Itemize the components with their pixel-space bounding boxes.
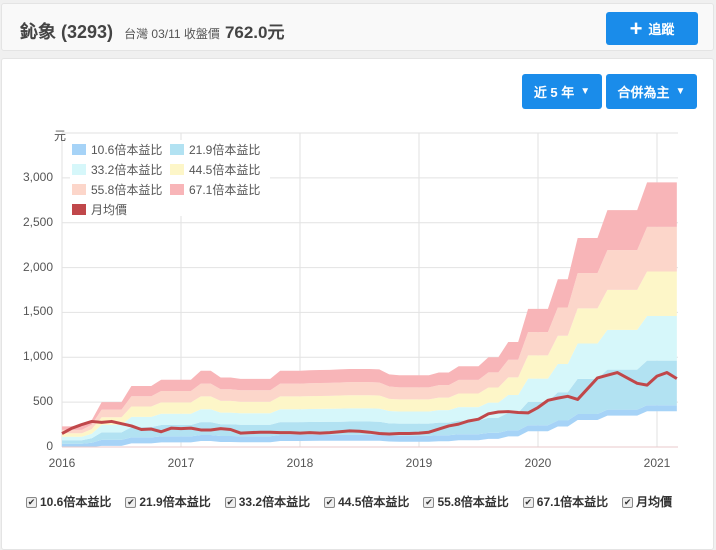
y-tick-label: 2,500 bbox=[22, 214, 53, 229]
series-checkbox[interactable]: ✔ 44.5倍本益比 bbox=[324, 488, 409, 517]
band-55.8倍本益比 bbox=[62, 226, 677, 434]
legend-label: 67.1倍本益比 bbox=[189, 183, 261, 197]
legend-label: 44.5倍本益比 bbox=[189, 163, 261, 177]
checkbox-label: 44.5倍本益比 bbox=[338, 495, 410, 509]
legend-item[interactable]: 21.9倍本益比 bbox=[170, 141, 260, 158]
checkbox-checked-icon: ✔ bbox=[324, 497, 336, 508]
plus-icon: + bbox=[629, 15, 643, 41]
y-tick-label: 2,000 bbox=[22, 259, 53, 274]
legend-swatch bbox=[72, 164, 86, 175]
band-33.2倍本益比 bbox=[62, 316, 677, 441]
checkbox-checked-icon: ✔ bbox=[522, 497, 534, 508]
chevron-down-icon: ▼ bbox=[580, 86, 591, 97]
statement-label: 合併為主 bbox=[617, 85, 670, 100]
follow-button[interactable]: + 追蹤 bbox=[606, 12, 698, 45]
chart-legend: 10.6倍本益比 21.9倍本益比 33.2倍本益比 44.5倍本益比 55.8倍本益比… bbox=[70, 140, 270, 218]
series-checkbox[interactable]: ✔ 10.6倍本益比 bbox=[26, 488, 111, 517]
y-tick-label: 500 bbox=[32, 394, 53, 409]
stock-name: 鈊象 (3293) bbox=[20, 22, 114, 42]
legend-label: 10.6倍本益比 bbox=[91, 143, 163, 157]
period-label: 近 5 年 bbox=[533, 85, 575, 100]
y-tick-label: 1,000 bbox=[22, 349, 53, 364]
x-tick-label: 2021 bbox=[643, 456, 671, 470]
series-toggle-legend: ✔ 10.6倍本益比 ✔ 21.9倍本益比 ✔ 33.2倍本益比 ✔ 44.5倍本益比 ✔ 55.… bbox=[26, 487, 706, 517]
chevron-down-icon: ▼ bbox=[675, 86, 686, 97]
statement-dropdown[interactable]: 合併為主 ▼ bbox=[606, 74, 697, 109]
legend-swatch bbox=[72, 144, 86, 155]
series-checkbox[interactable]: ✔ 55.8倍本益比 bbox=[423, 488, 509, 517]
series-checkbox[interactable]: ✔ 月均價 bbox=[622, 488, 672, 517]
legend-item[interactable]: 67.1倍本益比 bbox=[170, 181, 260, 198]
legend-label: 55.8倍本益比 bbox=[91, 183, 163, 197]
y-tick-label: 3,000 bbox=[22, 169, 53, 184]
y-tick-label: 0 bbox=[46, 439, 53, 453]
y-unit: 元 bbox=[53, 129, 66, 143]
legend-swatch bbox=[72, 184, 86, 195]
checkbox-checked-icon: ✔ bbox=[224, 497, 236, 508]
series-checkbox[interactable]: ✔ 33.2倍本益比 bbox=[224, 488, 311, 517]
price-line bbox=[61, 371, 678, 436]
checkbox-checked-icon: ✔ bbox=[26, 497, 37, 508]
checkbox-label: 月均價 bbox=[636, 495, 673, 509]
stock-header: 鈊象 (3293) 台灣 03/11 收盤價 762.0元 + 追蹤 bbox=[1, 3, 714, 51]
x-tick-label: 2017 bbox=[167, 456, 195, 470]
x-tick-label: 2018 bbox=[286, 456, 314, 470]
legend-swatch bbox=[170, 184, 184, 195]
checkbox-checked-icon: ✔ bbox=[125, 497, 137, 508]
legend-item[interactable]: 10.6倍本益比 bbox=[72, 141, 162, 158]
period-dropdown[interactable]: 近 5 年 ▼ bbox=[522, 74, 602, 109]
legend-swatch bbox=[170, 164, 184, 175]
band-10.6倍本益比 bbox=[62, 405, 677, 447]
series-checkbox[interactable]: ✔ 67.1倍本益比 bbox=[522, 488, 609, 517]
checkbox-label: 33.2倍本益比 bbox=[238, 495, 311, 509]
y-tick-label: 1,500 bbox=[22, 304, 53, 319]
legend-item[interactable]: 44.5倍本益比 bbox=[170, 161, 260, 178]
stock-title: 鈊象 (3293) 台灣 03/11 收盤價 762.0元 bbox=[20, 18, 284, 44]
close-label: 收盤價 bbox=[183, 27, 220, 41]
legend-swatch bbox=[170, 144, 184, 155]
checkbox-checked-icon: ✔ bbox=[622, 497, 634, 508]
checkbox-label: 67.1倍本益比 bbox=[536, 495, 609, 509]
x-tick-label: 2019 bbox=[405, 456, 433, 470]
legend-item[interactable]: 33.2倍本益比 bbox=[72, 161, 162, 178]
band-44.5倍本益比 bbox=[62, 271, 677, 437]
x-tick-label: 2020 bbox=[524, 456, 552, 470]
legend-label: 21.9倍本益比 bbox=[189, 143, 261, 157]
checkbox-label: 10.6倍本益比 bbox=[40, 495, 112, 509]
legend-swatch bbox=[72, 204, 86, 215]
checkbox-label: 55.8倍本益比 bbox=[437, 495, 509, 509]
checkbox-label: 21.9倍本益比 bbox=[139, 495, 211, 509]
market: 台灣 bbox=[124, 27, 149, 41]
follow-label: 追蹤 bbox=[648, 22, 675, 37]
legend-item[interactable]: 55.8倍本益比 bbox=[72, 181, 162, 198]
date: 03/11 bbox=[151, 27, 181, 41]
band-21.9倍本益比 bbox=[62, 360, 677, 444]
band-67.1倍本益比 bbox=[62, 182, 677, 430]
x-tick-label: 2016 bbox=[48, 456, 76, 470]
legend-label: 33.2倍本益比 bbox=[91, 163, 163, 177]
legend-label: 月均價 bbox=[91, 203, 128, 217]
checkbox-checked-icon: ✔ bbox=[423, 497, 435, 508]
series-checkbox[interactable]: ✔ 21.9倍本益比 bbox=[125, 488, 211, 517]
legend-item[interactable]: 月均價 bbox=[72, 201, 127, 218]
close-price: 762.0元 bbox=[224, 23, 285, 42]
